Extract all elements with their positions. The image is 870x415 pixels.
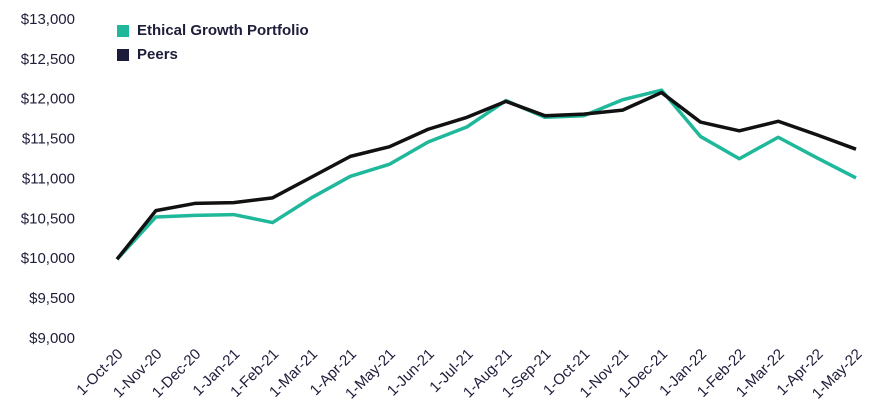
legend-swatch <box>117 49 129 61</box>
y-tick-label: $10,000 <box>21 250 75 267</box>
legend-label: Peers <box>137 46 178 63</box>
y-tick-label: $12,000 <box>21 91 75 108</box>
y-tick-label: $13,000 <box>21 11 75 28</box>
series-line <box>115 88 857 261</box>
legend-label: Ethical Growth Portfolio <box>137 22 309 39</box>
y-tick-label: $11,000 <box>22 170 75 187</box>
y-tick-label: $9,000 <box>29 330 75 347</box>
y-tick-label: $9,500 <box>29 290 75 307</box>
y-tick-label: $12,500 <box>21 51 75 68</box>
y-tick-label: $11,500 <box>22 131 75 148</box>
y-tick-label: $10,500 <box>21 210 75 227</box>
legend-swatch <box>117 25 129 37</box>
series-line <box>115 90 857 261</box>
